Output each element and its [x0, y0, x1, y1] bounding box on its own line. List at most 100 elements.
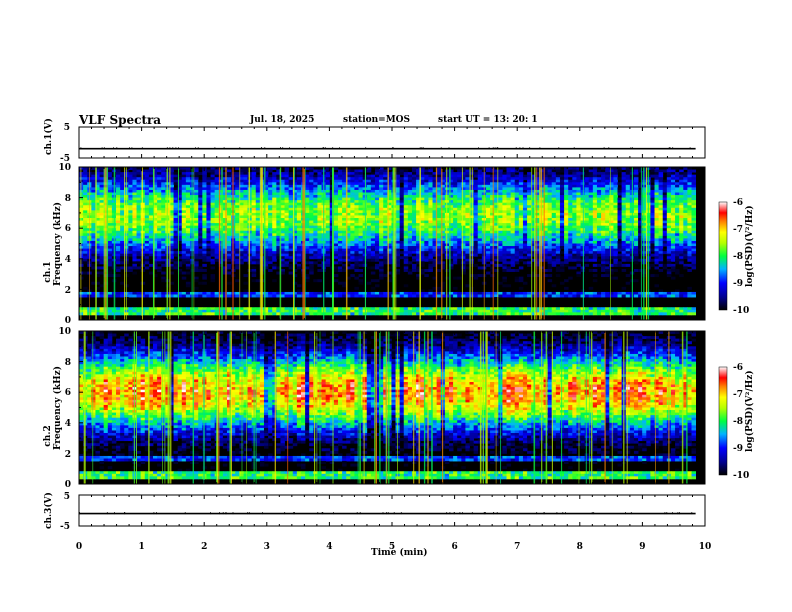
- spectrogram-cell: [210, 189, 216, 193]
- spectrogram-cell: [116, 235, 121, 239]
- spectrogram-cell: [613, 246, 618, 249]
- spectrogram-cell: [485, 195, 491, 198]
- spectrogram-cell: [214, 174, 220, 178]
- spectrogram-cell: [272, 238, 277, 242]
- spectrogram-cell: [424, 197, 429, 201]
- spectrogram-cell: [346, 200, 351, 204]
- spectrogram-cell: [588, 205, 594, 209]
- spectrogram-cell: [670, 184, 676, 188]
- spectrogram-cell: [592, 195, 598, 198]
- spectrogram-cell: [387, 220, 392, 224]
- spectrogram-cell: [161, 187, 166, 191]
- spectrogram-cell: [354, 184, 359, 188]
- spectrogram-cell: [662, 169, 668, 173]
- spectrogram-cell: [395, 177, 401, 181]
- spectrogram-cell: [346, 179, 351, 183]
- spectrogram-cell: [387, 187, 392, 191]
- spectrogram-cell: [469, 197, 475, 201]
- spectrogram-cell: [416, 205, 421, 209]
- spectrogram-cell: [432, 220, 438, 224]
- spectrogram-cell: [658, 225, 664, 229]
- spectrogram-cell: [235, 187, 240, 191]
- spectrogram-cell: [465, 169, 470, 173]
- spectrogram-cell: [633, 218, 639, 221]
- spectrogram-cell: [535, 187, 540, 191]
- spectrogram-cell: [91, 197, 96, 201]
- spectrogram-cell: [95, 233, 100, 237]
- spectrogram-cell: [152, 248, 158, 252]
- spectrogram-cell: [605, 235, 610, 239]
- spectrogram-cell: [403, 228, 409, 232]
- spectrogram-cell: [580, 240, 586, 244]
- spectrogram-cell: [670, 179, 676, 183]
- spectrogram-cell: [473, 207, 479, 211]
- spectrogram-cell: [152, 207, 158, 211]
- spectrogram-cell: [584, 225, 590, 229]
- spectrogram-cell: [144, 197, 150, 201]
- spectrogram-cell: [580, 235, 586, 239]
- spectrogram-cell: [116, 192, 121, 196]
- spectrogram-cell: [675, 225, 680, 229]
- spectrogram-cell: [666, 182, 672, 186]
- spectrogram-cell: [366, 205, 372, 209]
- spectrogram-cell: [514, 195, 520, 198]
- spectrogram-cell: [194, 179, 199, 183]
- spectrogram-cell: [239, 172, 244, 176]
- spectrogram-cell: [272, 202, 277, 206]
- spectrogram-cell: [399, 207, 405, 211]
- spectrogram-cell: [568, 174, 573, 178]
- spectrogram-cell: [440, 177, 446, 181]
- spectrogram-cell: [305, 197, 310, 201]
- spectrogram-cell: [255, 230, 261, 234]
- spectrogram-cell: [576, 212, 581, 216]
- spectrogram-cell: [157, 248, 162, 252]
- spectrogram-cell: [214, 223, 220, 227]
- spectrogram-cell: [177, 240, 183, 244]
- spectrogram-cell: [453, 228, 458, 232]
- spectrogram-cell: [144, 184, 150, 188]
- spectrogram-cell: [235, 248, 240, 252]
- spectrogram-cell: [280, 220, 285, 224]
- spectrogram-cell: [601, 210, 606, 214]
- spectrogram-cell: [222, 187, 228, 191]
- spectrogram-cell: [214, 220, 220, 224]
- spectrogram-cell: [535, 195, 540, 198]
- spectrogram-cell: [152, 220, 158, 224]
- spectrogram-cell: [494, 197, 499, 201]
- spectrogram-cell: [576, 228, 581, 232]
- spectrogram-cell: [576, 197, 581, 201]
- spectrogram-cell: [436, 189, 442, 193]
- spectrogram-cell: [473, 225, 479, 229]
- spectrogram-cell: [638, 210, 643, 214]
- spectrogram-cell: [633, 202, 639, 206]
- spectrogram-cell: [473, 174, 479, 178]
- spectrogram-cell: [181, 246, 187, 249]
- spectrogram-cell: [272, 177, 277, 181]
- spectrogram-cell: [580, 246, 586, 249]
- spectrogram-cell: [551, 215, 557, 219]
- spectrogram-cell: [424, 238, 429, 242]
- spectrogram-cell: [658, 248, 664, 252]
- spectrogram-cell: [214, 210, 220, 214]
- spectrogram-cell: [379, 248, 384, 252]
- spectrogram-cell: [305, 192, 310, 196]
- spectrogram-cell: [572, 248, 577, 252]
- spectrogram-cell: [181, 205, 187, 209]
- spectrogram-cell: [198, 248, 203, 252]
- spectrogram-cell: [592, 220, 598, 224]
- spectrogram-cell: [551, 212, 557, 216]
- spectrogram-cell: [432, 182, 438, 186]
- spectrogram-cell: [374, 172, 380, 176]
- spectrogram-cell: [510, 200, 516, 204]
- spectrogram-cell: [428, 182, 433, 186]
- spectrogram-cell: [605, 210, 610, 214]
- spectrogram-cell: [366, 228, 372, 232]
- spectrogram-cell: [144, 246, 150, 249]
- spectrogram-cell: [95, 200, 100, 204]
- spectrogram-cell: [559, 189, 565, 193]
- spectrogram-cell: [407, 197, 413, 201]
- spectrogram-cell: [370, 184, 376, 188]
- spectrogram-cell: [218, 202, 224, 206]
- spectrogram-cell: [148, 230, 154, 234]
- spectrogram-cell: [679, 184, 684, 188]
